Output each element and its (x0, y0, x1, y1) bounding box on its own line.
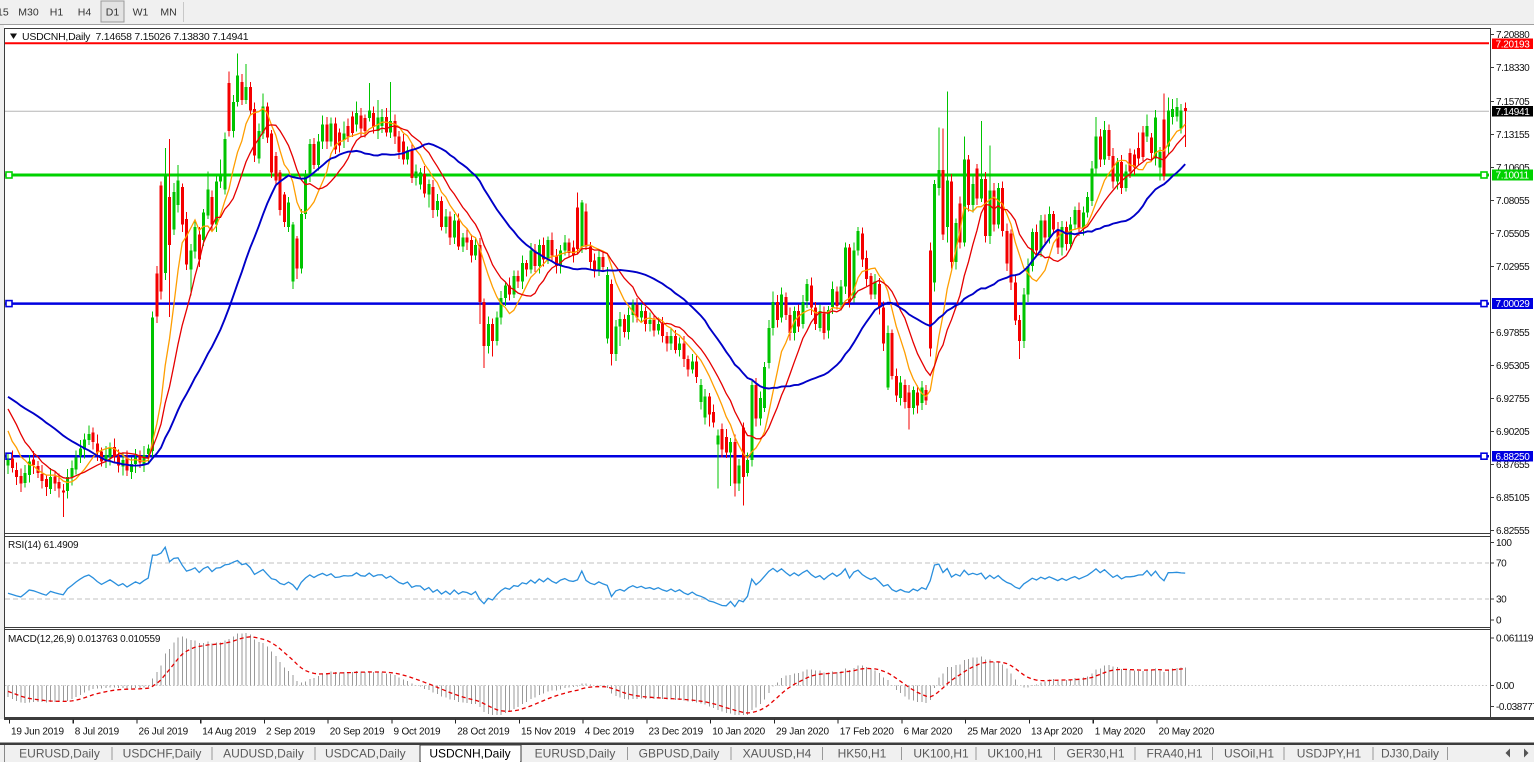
svg-text:7.08055: 7.08055 (1496, 196, 1530, 207)
svg-text:14 Aug 2019: 14 Aug 2019 (202, 727, 257, 738)
svg-text:6.85105: 6.85105 (1496, 493, 1530, 504)
svg-text:20 May 2020: 20 May 2020 (1159, 727, 1215, 738)
svg-text:6.95305: 6.95305 (1496, 361, 1530, 372)
svg-text:6.88250: 6.88250 (1496, 452, 1531, 463)
svg-text:0: 0 (1496, 616, 1502, 627)
svg-text:EURUSD,Daily: EURUSD,Daily (535, 747, 616, 761)
svg-text:USDCAD,Daily: USDCAD,Daily (325, 747, 406, 761)
svg-text:UK100,H1: UK100,H1 (913, 747, 969, 761)
svg-text:7.18330: 7.18330 (1496, 63, 1530, 74)
svg-text:MACD(12,26,9) 0.013763 0.01055: MACD(12,26,9) 0.013763 0.010559 (8, 634, 161, 645)
svg-text:USDCHF,Daily: USDCHF,Daily (123, 747, 202, 761)
svg-text:USDCNH,Daily: USDCNH,Daily (429, 747, 510, 761)
svg-text:7.15705: 7.15705 (1496, 97, 1530, 108)
svg-text:23 Dec 2019: 23 Dec 2019 (649, 727, 704, 738)
svg-text:HK50,H1: HK50,H1 (838, 747, 887, 761)
svg-text:RSI(14) 61.4909: RSI(14) 61.4909 (8, 540, 79, 551)
svg-text:-0.038777: -0.038777 (1496, 702, 1534, 713)
svg-text:6.87655: 6.87655 (1496, 460, 1530, 471)
svg-text:W1: W1 (133, 7, 149, 19)
svg-text:7.10605: 7.10605 (1496, 163, 1530, 174)
svg-text:7.02955: 7.02955 (1496, 262, 1530, 273)
svg-text:15 Nov 2019: 15 Nov 2019 (521, 727, 576, 738)
svg-text:4 Dec 2019: 4 Dec 2019 (585, 727, 635, 738)
svg-text:0.00: 0.00 (1496, 681, 1515, 692)
svg-text:H1: H1 (50, 7, 64, 19)
svg-text:30: 30 (1496, 594, 1507, 605)
svg-text:26 Jul 2019: 26 Jul 2019 (139, 727, 189, 738)
svg-text:7.05505: 7.05505 (1496, 229, 1530, 240)
svg-text:13 Apr 2020: 13 Apr 2020 (1031, 727, 1083, 738)
svg-text:0.061119: 0.061119 (1496, 634, 1534, 645)
svg-text:19 Jun 2019: 19 Jun 2019 (11, 727, 64, 738)
svg-text:100: 100 (1496, 538, 1512, 549)
svg-text:GER30,H1: GER30,H1 (1066, 747, 1124, 761)
svg-text:H4: H4 (78, 7, 92, 19)
svg-text:UK100,H1: UK100,H1 (987, 747, 1043, 761)
svg-text:7.20880: 7.20880 (1496, 30, 1530, 41)
svg-text:XAUUSD,H4: XAUUSD,H4 (743, 747, 812, 761)
svg-text:28 Oct 2019: 28 Oct 2019 (457, 727, 510, 738)
svg-text:10 Jan 2020: 10 Jan 2020 (712, 727, 765, 738)
svg-text:7.00029: 7.00029 (1496, 299, 1531, 310)
svg-text:GBPUSD,Daily: GBPUSD,Daily (639, 747, 720, 761)
svg-text:D1: D1 (106, 7, 120, 19)
svg-text:6.82555: 6.82555 (1496, 526, 1530, 537)
svg-text:29 Jan 2020: 29 Jan 2020 (776, 727, 829, 738)
svg-text:M30: M30 (18, 7, 39, 19)
svg-text:6 Mar 2020: 6 Mar 2020 (904, 727, 953, 738)
svg-text:1 May 2020: 1 May 2020 (1095, 727, 1146, 738)
svg-text:USOil,H1: USOil,H1 (1224, 747, 1274, 761)
svg-text:DJ30,Daily: DJ30,Daily (1381, 747, 1439, 761)
svg-text:6.97855: 6.97855 (1496, 328, 1530, 339)
svg-text:FRA40,H1: FRA40,H1 (1146, 747, 1202, 761)
svg-text:7.14941: 7.14941 (1496, 107, 1531, 118)
svg-text:7.10011: 7.10011 (1496, 171, 1530, 182)
svg-text:8 Jul 2019: 8 Jul 2019 (75, 727, 120, 738)
svg-text:15: 15 (0, 7, 9, 19)
svg-text:AUDUSD,Daily: AUDUSD,Daily (223, 747, 304, 761)
svg-text:6.90205: 6.90205 (1496, 427, 1530, 438)
svg-text:17 Feb 2020: 17 Feb 2020 (840, 727, 895, 738)
svg-text:MN: MN (160, 7, 176, 19)
svg-text:9 Oct 2019: 9 Oct 2019 (394, 727, 442, 738)
svg-text:2 Sep 2019: 2 Sep 2019 (266, 727, 316, 738)
svg-text:7.13155: 7.13155 (1496, 130, 1530, 141)
svg-text:USDJPY,H1: USDJPY,H1 (1297, 747, 1362, 761)
svg-text:70: 70 (1496, 559, 1507, 570)
svg-text:6.92755: 6.92755 (1496, 394, 1530, 405)
svg-text:7.20193: 7.20193 (1496, 39, 1531, 50)
svg-text:EURUSD,Daily: EURUSD,Daily (19, 747, 100, 761)
svg-text:25 Mar 2020: 25 Mar 2020 (967, 727, 1022, 738)
svg-text:USDCNH,Daily 7.14658 7.15026: USDCNH,Daily 7.14658 7.15026 7.13830 7.1… (22, 31, 249, 43)
svg-text:20 Sep 2019: 20 Sep 2019 (330, 727, 385, 738)
